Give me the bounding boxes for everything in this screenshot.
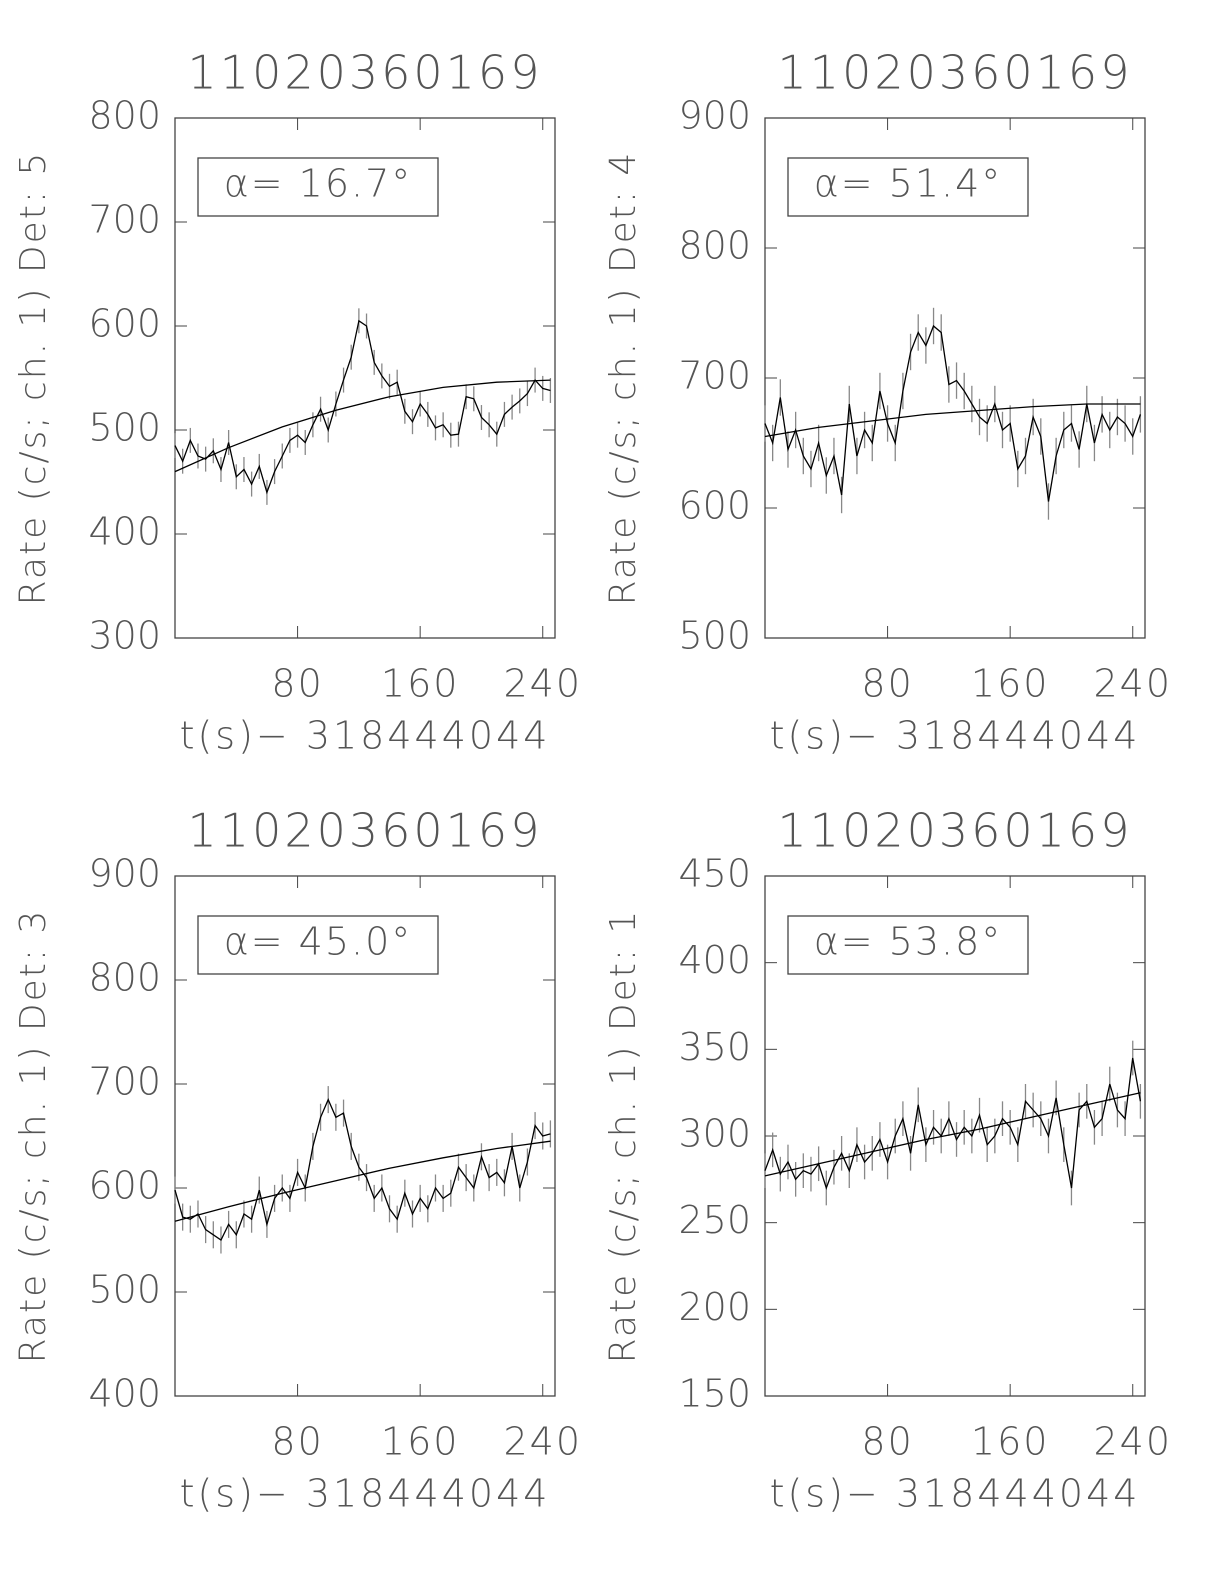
panel: 11020360169 Rate (c/s; ch. 1) Det: 5 t(s)−… — [13, 46, 582, 758]
y-tick-label: 700 — [88, 1060, 161, 1104]
y-tick-label: 400 — [678, 938, 751, 982]
data-line — [174, 319, 551, 495]
annotation: α= 51.4° — [814, 162, 1003, 206]
y-axis-label: Rate (c/s; ch. 1) Det: 5 — [13, 151, 54, 606]
annotation: α= 53.8° — [814, 920, 1003, 964]
fit-curve — [764, 1092, 1141, 1177]
x-axis-label: t(s)− 318444044 — [770, 714, 1141, 758]
y-tick-label: 900 — [88, 852, 161, 896]
annotation-box — [197, 915, 439, 975]
x-tick-label: 240 — [503, 1420, 582, 1464]
fit-curve — [174, 379, 551, 473]
annotation-box — [197, 157, 439, 217]
y-tick-label: 800 — [88, 94, 161, 138]
x-axis-label: t(s)− 318444044 — [770, 1472, 1141, 1516]
x-tick-label: 160 — [381, 1420, 460, 1464]
x-axis-label: t(s)− 318444044 — [180, 1472, 551, 1516]
x-tick-label: 160 — [971, 1420, 1050, 1464]
plot-frame — [174, 875, 556, 1397]
y-tick-label: 700 — [678, 354, 751, 398]
panel: 11020360169 Rate (c/s; ch. 1) Det: 4 t(s)−… — [603, 46, 1172, 758]
fit-curve — [174, 1140, 551, 1222]
data-line — [764, 324, 1142, 502]
y-tick-label: 900 — [678, 94, 751, 138]
y-axis-label: Rate (c/s; ch. 1) Det: 3 — [13, 909, 54, 1364]
data-line — [174, 1097, 551, 1241]
x-tick-label: 80 — [271, 662, 323, 706]
y-tick-label: 500 — [88, 1268, 161, 1312]
y-tick-label: 400 — [88, 510, 161, 554]
y-tick-label: 500 — [678, 614, 751, 658]
plot-frame — [174, 117, 556, 639]
panel-title: 11020360169 — [188, 804, 543, 858]
x-tick-label: 160 — [381, 662, 460, 706]
y-tick-label: 600 — [678, 484, 751, 528]
x-tick-label: 240 — [503, 662, 582, 706]
plot-frame — [764, 875, 1146, 1397]
y-tick-label: 200 — [678, 1285, 751, 1329]
panel: 11020360169 Rate (c/s; ch. 1) Det: 3 t(s)−… — [13, 804, 582, 1516]
x-tick-label: 240 — [1093, 662, 1172, 706]
annotation: α= 45.0° — [224, 920, 413, 964]
annotation-box — [787, 915, 1029, 975]
x-tick-label: 160 — [971, 662, 1050, 706]
annotation-box — [787, 157, 1029, 217]
y-tick-label: 300 — [678, 1112, 751, 1156]
y-tick-label: 500 — [88, 406, 161, 450]
y-tick-label: 150 — [678, 1372, 751, 1416]
x-axis-label: t(s)− 318444044 — [180, 714, 551, 758]
y-tick-label: 600 — [88, 1164, 161, 1208]
y-tick-label: 450 — [678, 852, 751, 896]
panel-title: 11020360169 — [188, 46, 543, 100]
x-tick-label: 80 — [861, 662, 913, 706]
y-tick-label: 800 — [678, 224, 751, 268]
panel-title: 11020360169 — [778, 46, 1133, 100]
fit-curve — [764, 403, 1141, 438]
panel: 11020360169 Rate (c/s; ch. 1) Det: 1 t(s)−… — [603, 804, 1172, 1516]
y-tick-label: 350 — [678, 1025, 751, 1069]
panel-title: 11020360169 — [778, 804, 1133, 858]
data-line — [764, 1057, 1142, 1191]
plot-frame — [764, 117, 1146, 639]
annotation: α= 16.7° — [224, 162, 413, 206]
y-axis-label: Rate (c/s; ch. 1) Det: 1 — [603, 909, 644, 1364]
y-tick-label: 300 — [88, 614, 161, 658]
y-tick-label: 250 — [678, 1198, 751, 1242]
y-tick-label: 800 — [88, 956, 161, 1000]
y-axis-label: Rate (c/s; ch. 1) Det: 4 — [603, 151, 644, 606]
y-tick-label: 400 — [88, 1372, 161, 1416]
x-tick-label: 240 — [1093, 1420, 1172, 1464]
y-tick-label: 600 — [88, 302, 161, 346]
y-tick-label: 700 — [88, 198, 161, 242]
x-tick-label: 80 — [861, 1420, 913, 1464]
x-tick-label: 80 — [271, 1420, 323, 1464]
